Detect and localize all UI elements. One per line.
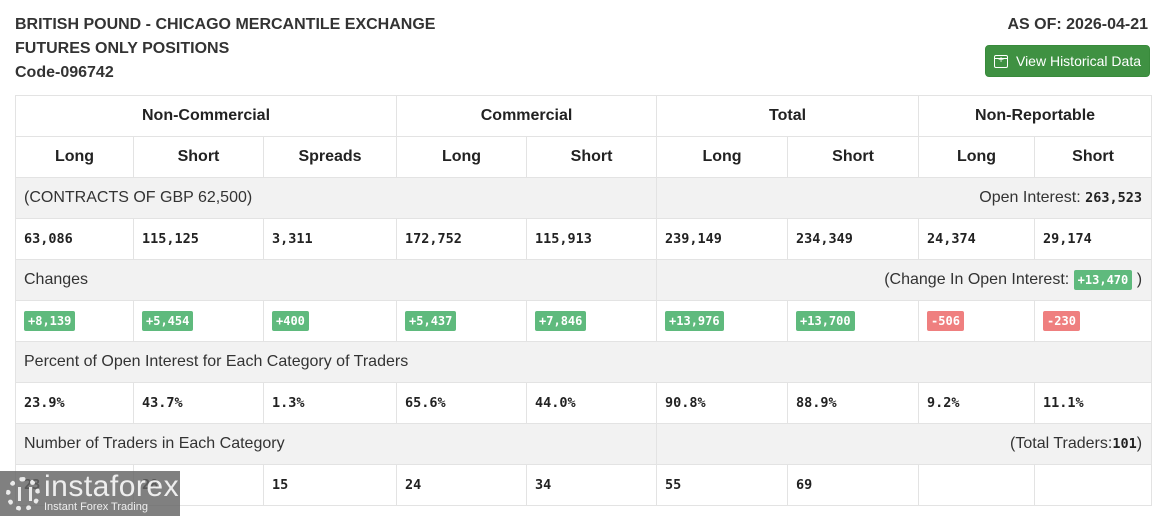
as-of-date: AS OF: 2026-04-21 <box>1007 16 1148 33</box>
col-nr-long: Long <box>918 136 1036 178</box>
change-open-interest: (Change In Open Interest: +13,470 ) <box>656 259 1153 301</box>
changes-label: Changes <box>14 259 658 301</box>
table-cell: 55 <box>656 464 789 506</box>
table-cell: 9.2% <box>918 382 1036 424</box>
view-historical-data-button[interactable]: + View Historical Data <box>984 45 1150 77</box>
change-oi-prefix: (Change In Open Interest: <box>884 271 1070 288</box>
col-nc-long: Long <box>15 136 134 178</box>
change-badge: +400 <box>272 311 309 331</box>
contracts-label: (CONTRACTS OF GBP 62,500) <box>14 177 658 219</box>
contracts-band: (CONTRACTS OF GBP 62,500) Open Interest:… <box>14 177 1153 219</box>
group-total: Total <box>656 95 920 137</box>
view-historical-data-label: View Historical Data <box>1015 53 1141 69</box>
traders-band: Number of Traders in Each Category (Tota… <box>14 423 1153 465</box>
col-nr-short: Short <box>1034 136 1153 178</box>
cot-positions-table: Non-Commercial Commercial Total Non-Repo… <box>14 95 1153 506</box>
change-oi-badge: +13,470 <box>1073 270 1133 290</box>
gear-logo-icon <box>6 476 40 511</box>
table-cell: 115,913 <box>526 218 658 260</box>
column-header-row: Long Short Spreads Long Short Long Short… <box>15 136 1153 178</box>
changes-band: Changes (Change In Open Interest: +13,47… <box>14 259 1153 301</box>
table-cell: 44.0% <box>526 382 658 424</box>
positions-row: 63,086 115,125 3,311 172,752 115,913 239… <box>15 218 1153 260</box>
change-badge: +13,700 <box>796 311 855 331</box>
table-cell: 29,174 <box>1034 218 1153 260</box>
table-cell: 239,149 <box>656 218 789 260</box>
col-t-long: Long <box>656 136 789 178</box>
table-cell: 69 <box>787 464 920 506</box>
table-cell: +13,976 <box>656 300 789 342</box>
traders-row: 23 28 15 24 34 55 69 <box>15 464 1153 506</box>
instaforex-watermark: instaforex Instant Forex Trading <box>0 471 180 516</box>
table-cell: +13,700 <box>787 300 920 342</box>
table-cell: 90.8% <box>656 382 789 424</box>
total-traders-value: 101 <box>1112 436 1137 452</box>
change-badge: +5,437 <box>405 311 457 331</box>
report-title: BRITISH POUND - CHICAGO MERCANTILE EXCHA… <box>15 16 436 33</box>
col-t-short: Short <box>787 136 920 178</box>
watermark-brand: instaforex <box>44 470 180 503</box>
table-cell: 24 <box>396 464 528 506</box>
table-cell: 34 <box>526 464 658 506</box>
group-commercial: Commercial <box>396 95 658 137</box>
change-badge: +7,846 <box>535 311 587 331</box>
table-cell: +400 <box>262 300 398 342</box>
change-badge: +8,139 <box>24 311 76 331</box>
total-traders-prefix: (Total Traders: <box>1010 435 1113 452</box>
table-cell: 11.1% <box>1034 382 1153 424</box>
table-cell: -506 <box>918 300 1036 342</box>
table-cell: 3,311 <box>262 218 398 260</box>
table-cell: 63,086 <box>15 218 134 260</box>
open-interest: Open Interest: 263,523 <box>656 177 1153 219</box>
table-cell: 172,752 <box>396 218 528 260</box>
table-cell: +5,437 <box>396 300 528 342</box>
table-cell: 115,125 <box>133 218 264 260</box>
report-subtitle: FUTURES ONLY POSITIONS <box>15 40 230 57</box>
col-nc-short: Short <box>133 136 264 178</box>
table-cell: 43.7% <box>133 382 264 424</box>
traders-label: Number of Traders in Each Category <box>14 423 658 465</box>
table-cell: 234,349 <box>787 218 920 260</box>
open-interest-label: Open Interest: <box>979 189 1081 206</box>
percent-band: Percent of Open Interest for Each Catego… <box>14 341 1153 383</box>
change-badge: +13,976 <box>665 311 724 331</box>
table-cell <box>1034 464 1153 506</box>
table-cell: +8,139 <box>15 300 134 342</box>
table-cell: 23.9% <box>15 382 134 424</box>
watermark-tagline: Instant Forex Trading <box>44 501 148 513</box>
table-cell <box>918 464 1036 506</box>
change-badge: -230 <box>1043 311 1080 331</box>
table-cell: +7,846 <box>526 300 658 342</box>
group-non-reportable: Non-Reportable <box>918 95 1153 137</box>
open-interest-value: 263,523 <box>1085 190 1143 206</box>
table-cell: 1.3% <box>262 382 398 424</box>
col-c-short: Short <box>526 136 658 178</box>
table-cell: 15 <box>262 464 398 506</box>
table-cell: 88.9% <box>787 382 920 424</box>
report-code: Code-096742 <box>15 64 114 81</box>
table-cell: -230 <box>1034 300 1153 342</box>
total-traders: (Total Traders:101) <box>656 423 1153 465</box>
report-header: BRITISH POUND - CHICAGO MERCANTILE EXCHA… <box>15 13 435 85</box>
group-header-row: Non-Commercial Commercial Total Non-Repo… <box>14 95 1153 137</box>
percent-label: Percent of Open Interest for Each Catego… <box>14 341 1153 383</box>
table-cell: 65.6% <box>396 382 528 424</box>
change-oi-suffix: ) <box>1136 271 1143 288</box>
change-badge: -506 <box>927 311 964 331</box>
change-badge: +5,454 <box>142 311 194 331</box>
col-c-long: Long <box>396 136 528 178</box>
percent-row: 23.9% 43.7% 1.3% 65.6% 44.0% 90.8% 88.9%… <box>15 382 1153 424</box>
changes-row: +8,139 +5,454 +400 +5,437 +7,846 +13,976… <box>15 300 1153 342</box>
calendar-plus-icon: + <box>993 54 1008 68</box>
col-nc-spreads: Spreads <box>262 136 398 178</box>
group-non-commercial: Non-Commercial <box>14 95 398 137</box>
table-cell: +5,454 <box>133 300 264 342</box>
total-traders-suffix: ) <box>1136 435 1143 452</box>
table-cell: 24,374 <box>918 218 1036 260</box>
